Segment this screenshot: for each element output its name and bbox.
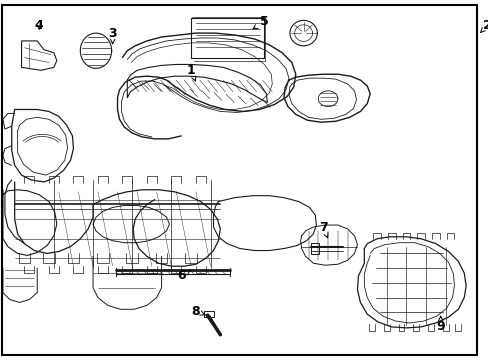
Text: 8: 8 [191, 305, 205, 318]
Text: 4: 4 [35, 19, 43, 32]
Text: 6: 6 [177, 270, 190, 283]
Text: 3: 3 [108, 27, 117, 44]
Text: 5: 5 [252, 15, 268, 29]
Text: 7: 7 [318, 221, 327, 238]
Text: 2: 2 [479, 19, 488, 32]
Text: 9: 9 [435, 316, 444, 333]
Text: 1: 1 [186, 64, 195, 81]
